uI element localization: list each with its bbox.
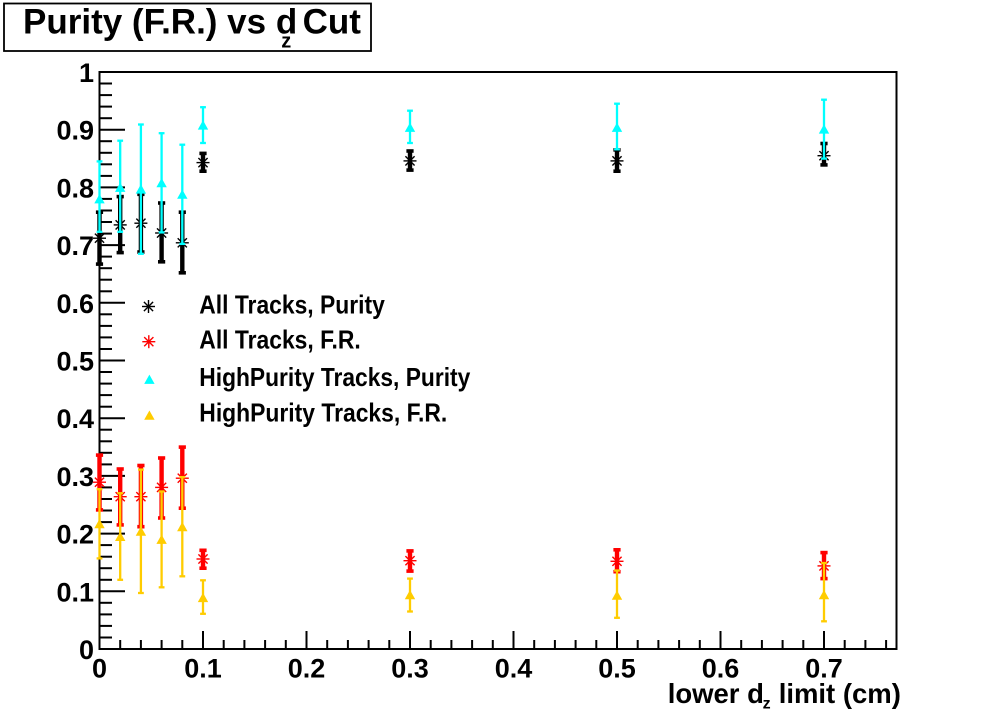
svg-text:1: 1: [79, 58, 94, 88]
svg-text:0.1: 0.1: [56, 577, 94, 607]
svg-text:z: z: [281, 30, 291, 52]
svg-text:HighPurity Tracks, Purity: HighPurity Tracks, Purity: [199, 362, 470, 392]
svg-text:0.5: 0.5: [56, 347, 94, 377]
svg-text:0: 0: [92, 653, 107, 683]
svg-text:All Tracks, F.R.: All Tracks, F.R.: [199, 325, 360, 355]
svg-text:Purity (F.R.) vs d: Purity (F.R.) vs d: [23, 3, 297, 42]
svg-text:0.8: 0.8: [56, 173, 94, 203]
svg-text:0.6: 0.6: [56, 289, 94, 319]
svg-text:0: 0: [79, 635, 94, 665]
svg-text:0.2: 0.2: [288, 653, 326, 683]
svg-text:HighPurity Tracks, F.R.: HighPurity Tracks, F.R.: [199, 398, 447, 428]
svg-text:0.4: 0.4: [56, 404, 94, 434]
svg-text:Cut: Cut: [303, 3, 362, 42]
svg-text:0.6: 0.6: [702, 653, 740, 683]
svg-text:lower d: lower d: [668, 678, 764, 709]
svg-text:0.5: 0.5: [598, 653, 636, 683]
svg-text:z: z: [763, 696, 771, 713]
svg-text:All Tracks, Purity: All Tracks, Purity: [199, 290, 385, 320]
svg-text:0.2: 0.2: [56, 520, 94, 550]
svg-text:0.7: 0.7: [56, 231, 94, 261]
svg-text:0.4: 0.4: [495, 653, 533, 683]
svg-text:0.1: 0.1: [184, 653, 222, 683]
svg-text:0.7: 0.7: [805, 653, 843, 683]
svg-text:0.3: 0.3: [391, 653, 429, 683]
svg-text:limit (cm): limit (cm): [779, 678, 901, 709]
svg-text:0.3: 0.3: [56, 462, 94, 492]
svg-text:0.9: 0.9: [56, 116, 94, 146]
